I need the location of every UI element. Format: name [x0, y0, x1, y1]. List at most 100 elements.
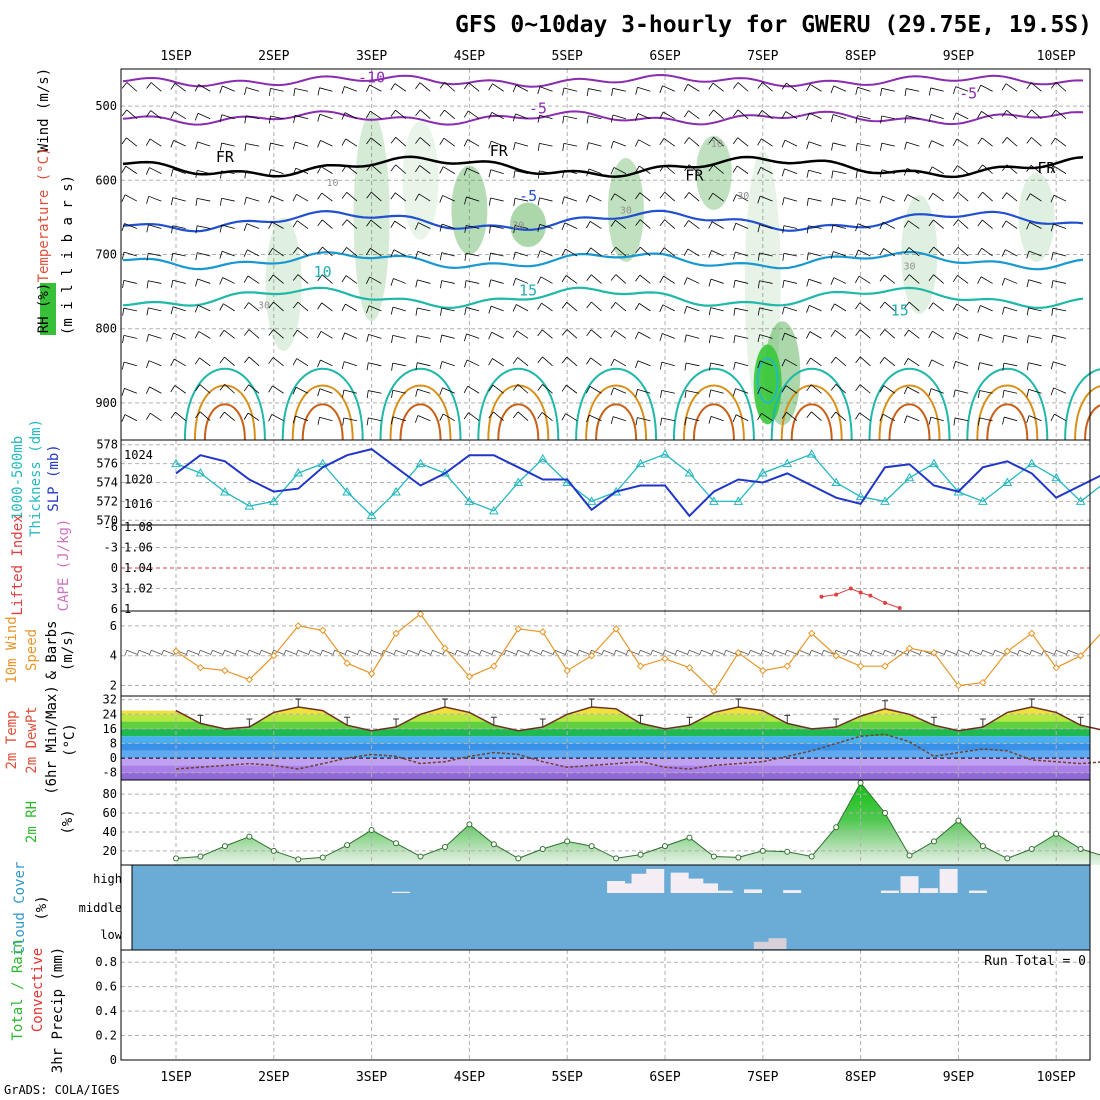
- temp-tick-label: 32: [103, 693, 117, 707]
- wind-barb: [562, 115, 578, 124]
- wind-barb: [121, 361, 137, 370]
- wind-barb: [488, 169, 504, 178]
- cloud-cover-panel: high middle low Cloud Cover (%): [12, 862, 1091, 954]
- rh2m-marker: [319, 854, 326, 861]
- date-label-top: 10SEP: [1037, 49, 1076, 64]
- temp-minmax-bar: [637, 714, 644, 724]
- wind-barb: [1050, 413, 1067, 422]
- wind-barb: [781, 168, 798, 177]
- wind-barb: [610, 246, 627, 257]
- wind-barb: [244, 329, 260, 339]
- wind-barb: [243, 384, 260, 394]
- wind-barb: [170, 279, 186, 288]
- wind-barb: [268, 414, 284, 422]
- wind10m-marker: [612, 625, 620, 633]
- wind10m-barb: [784, 649, 798, 656]
- warm-plume-contour: [790, 403, 833, 441]
- cloud-high-bar: [714, 890, 733, 893]
- wind10m-barb: [344, 649, 358, 656]
- lifted-index-tick-label: -3: [104, 541, 118, 555]
- warm-plume-contour: [399, 403, 442, 441]
- dewpoint2m-line: [175, 733, 1100, 770]
- rh-contour-label: 30: [620, 206, 632, 217]
- precip-axis-label: 3hr Precip (mm): [50, 947, 66, 1073]
- wind10m-barb: [430, 649, 443, 656]
- wind-barb: [757, 82, 773, 92]
- wind10m-axis-label: 10m Wind: [4, 616, 20, 683]
- wind-barb: [488, 252, 504, 261]
- wind-barb: [610, 219, 627, 229]
- wind-barb: [537, 329, 553, 339]
- wind-barb: [855, 223, 871, 232]
- wind-barb: [390, 109, 407, 120]
- wind-barb: [757, 412, 773, 422]
- date-label-bottom: 10SEP: [1037, 1070, 1076, 1085]
- temp-minmax-bar: [539, 718, 546, 728]
- wind-barb: [659, 247, 676, 257]
- rh2m-marker: [784, 848, 791, 855]
- slp-tick-label: 1016: [124, 497, 153, 511]
- wind-barb: [512, 304, 529, 312]
- wind-barb: [634, 165, 651, 174]
- wind-barb: [390, 249, 407, 257]
- warm-plume-contour: [575, 368, 658, 441]
- wind-barb: [830, 330, 847, 339]
- wind-barb: [708, 109, 724, 120]
- temp-minmax-bar: [1028, 698, 1035, 707]
- thickness-axis-label: Thickness (dm): [28, 419, 44, 537]
- wind-barb: [733, 361, 749, 370]
- wind-barb: [684, 164, 700, 174]
- top-date-axis: 1SEP 2SEP 3SEP 4SEP 5SEP 6SEP 7SEP 8SEP 9SEP 10SE…: [160, 49, 1076, 64]
- wind10m-barb: [479, 649, 492, 656]
- wind-barb: [953, 417, 969, 426]
- freezing-level-line: [122, 155, 1084, 179]
- wind-barb: [219, 197, 235, 206]
- lifted-index-axis-label: Lifted Index: [10, 514, 26, 615]
- wind-barb: [928, 87, 944, 96]
- wind-barb: [146, 252, 162, 261]
- wind-barb: [415, 335, 431, 344]
- wind-barb: [781, 385, 798, 394]
- wind10m-barb: [747, 649, 761, 656]
- cape-marker: [883, 600, 888, 605]
- wind10m-marker: [905, 644, 914, 652]
- wind-barb: [243, 223, 260, 231]
- precip-tick-label: 0: [110, 1053, 117, 1067]
- wind-barb: [880, 87, 895, 96]
- wind-barb: [170, 306, 186, 315]
- wind-barb: [171, 252, 186, 261]
- wind-barb: [145, 167, 162, 175]
- cloud-background: [132, 865, 1090, 950]
- rh-tick-label: 80: [103, 787, 117, 801]
- wind-barb: [781, 358, 798, 367]
- rh2m-unit-label: (%): [60, 809, 76, 834]
- wind-barb: [952, 275, 969, 284]
- isotherm-label: -5: [529, 100, 547, 118]
- wind-barb: [757, 138, 773, 147]
- wind10m-marker: [930, 649, 938, 657]
- wind-barb: [415, 307, 431, 316]
- wind-barb: [415, 82, 431, 92]
- temp-minmax-bar: [490, 716, 497, 726]
- warm-plume-contour: [780, 384, 843, 441]
- wind-barb: [757, 167, 773, 175]
- wind10m-marker: [441, 644, 449, 652]
- wind-barb: [732, 137, 749, 147]
- wind-barb: [806, 278, 822, 287]
- wind10m-barb: [894, 649, 908, 656]
- wind10m-barbs-label: & Barbs: [44, 620, 60, 679]
- wind-barb: [806, 357, 822, 367]
- temp-minmax-bar: [979, 718, 986, 728]
- wind-barb: [586, 301, 602, 312]
- wind-barb: [537, 224, 553, 232]
- temp-band: [121, 750, 1090, 759]
- wind-barb: [390, 306, 406, 315]
- wind10m-barb: [968, 649, 981, 656]
- precip-tick-label: 0.8: [95, 955, 117, 969]
- rh-moist-patch: [451, 165, 488, 255]
- wind10m-marker: [636, 662, 645, 670]
- isotherm-label: FR: [490, 142, 509, 160]
- wind-barb: [537, 170, 553, 179]
- rh2m-marker: [710, 853, 717, 860]
- wind10m-barb: [369, 649, 382, 656]
